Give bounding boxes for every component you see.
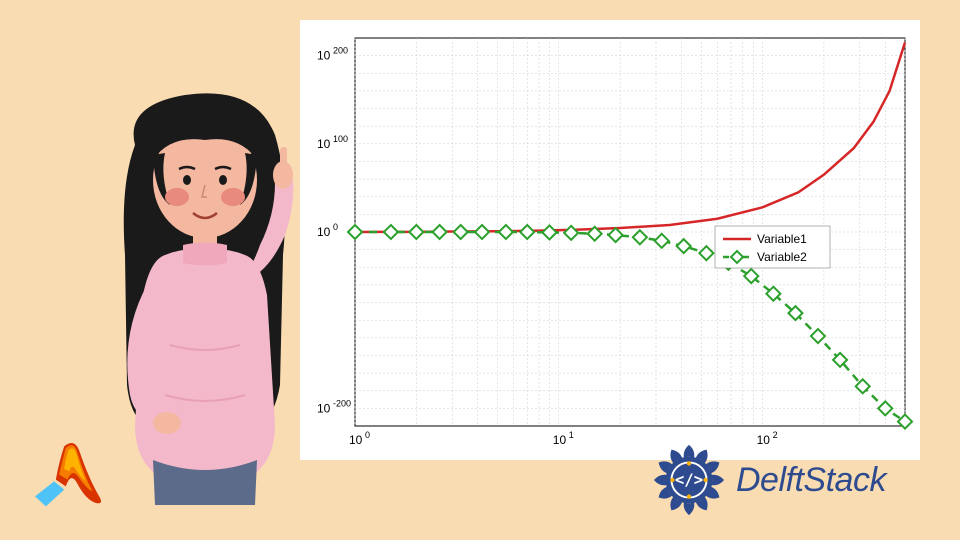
legend-item-1: Variable1: [757, 232, 807, 246]
svg-text:200: 200: [333, 46, 348, 56]
legend-item-2: Variable2: [757, 250, 807, 264]
svg-text:</>: </>: [675, 471, 703, 489]
legend: Variable1 Variable2: [715, 226, 830, 268]
chart-svg: 100101102 10-2001001010010200 Variable1V…: [300, 20, 920, 460]
svg-text:10: 10: [553, 433, 567, 447]
matlab-logo: [30, 438, 115, 513]
delftstack-text: DelftStack: [736, 461, 886, 500]
svg-text:2: 2: [773, 430, 778, 440]
delftstack-emblem: </>: [650, 441, 728, 519]
delftstack-logo: </> DelftStack: [650, 440, 930, 520]
chart-panel: 100101102 10-2001001010010200 Variable1V…: [300, 20, 920, 460]
svg-text:100: 100: [333, 134, 348, 144]
svg-text:0: 0: [365, 430, 370, 440]
svg-text:10: 10: [349, 433, 363, 447]
svg-text:-200: -200: [333, 398, 351, 408]
svg-text:1: 1: [569, 430, 574, 440]
svg-text:10: 10: [317, 49, 331, 63]
